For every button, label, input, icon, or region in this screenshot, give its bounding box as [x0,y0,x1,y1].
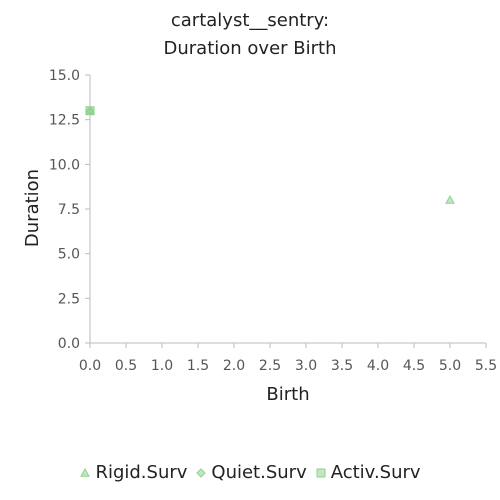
legend-item: Rigid.Surv [79,462,187,483]
y-tick-label: 7.5 [58,202,80,218]
x-tick-label: 5.0 [439,358,461,374]
y-axis-title: Duration [22,169,43,247]
x-tick-label: 0.5 [115,358,137,374]
data-point-square [85,106,95,116]
legend: Rigid.Surv Quiet.Surv Activ.Surv [0,462,500,484]
square-marker-icon [316,468,326,477]
chart-title-line-1: cartalyst__sentry: [170,10,330,31]
x-tick-label: 1.0 [151,358,173,374]
y-tick-label: 5.0 [58,247,80,263]
x-axis-title: Birth [266,384,309,405]
y-tick-label: 0.0 [58,336,80,352]
axes [89,75,486,344]
legend-marker-shape [316,468,326,477]
legend-item: Quiet.Surv [195,462,307,483]
y-tick-label: 15.0 [49,68,80,84]
x-axis-ticks: 0.0 0.5 1.0 1.5 2.0 2.5 3.0 3.5 4.0 4.5 5.0 5.5 [79,343,497,374]
x-tick-label: 2.0 [223,358,245,374]
x-tick-label: 2.5 [259,358,281,374]
legend-item: Activ.Surv [315,462,421,483]
triangle-marker-icon [80,467,91,477]
y-axis-ticks: 0.0 2.5 5.0 7.5 10.0 12.5 15.0 [49,68,90,352]
y-tick-label: 2.5 [58,291,80,307]
x-tick-label: 4.5 [403,358,425,374]
y-tick-label: 10.0 [49,157,80,173]
legend-label: Quiet.Surv [211,462,307,483]
x-tick-label: 4.0 [367,358,389,374]
x-tick-label: 1.5 [187,358,209,374]
chart-title-line-2: Duration over Birth [163,38,337,59]
legend-label: Rigid.Surv [95,462,188,483]
diamond-marker-icon [196,467,207,478]
legend-marker-shape [80,467,91,477]
x-tick-label: 3.5 [331,358,353,374]
legend-label: Activ.Surv [330,462,421,483]
data-points [85,105,455,204]
x-tick-label: 0.0 [79,358,101,374]
legend-marker-shape [196,467,207,478]
x-tick-label: 3.0 [295,358,317,374]
y-tick-label: 12.5 [49,113,80,129]
data-point-triangle [445,195,455,204]
x-tick-label: 5.5 [475,358,497,374]
